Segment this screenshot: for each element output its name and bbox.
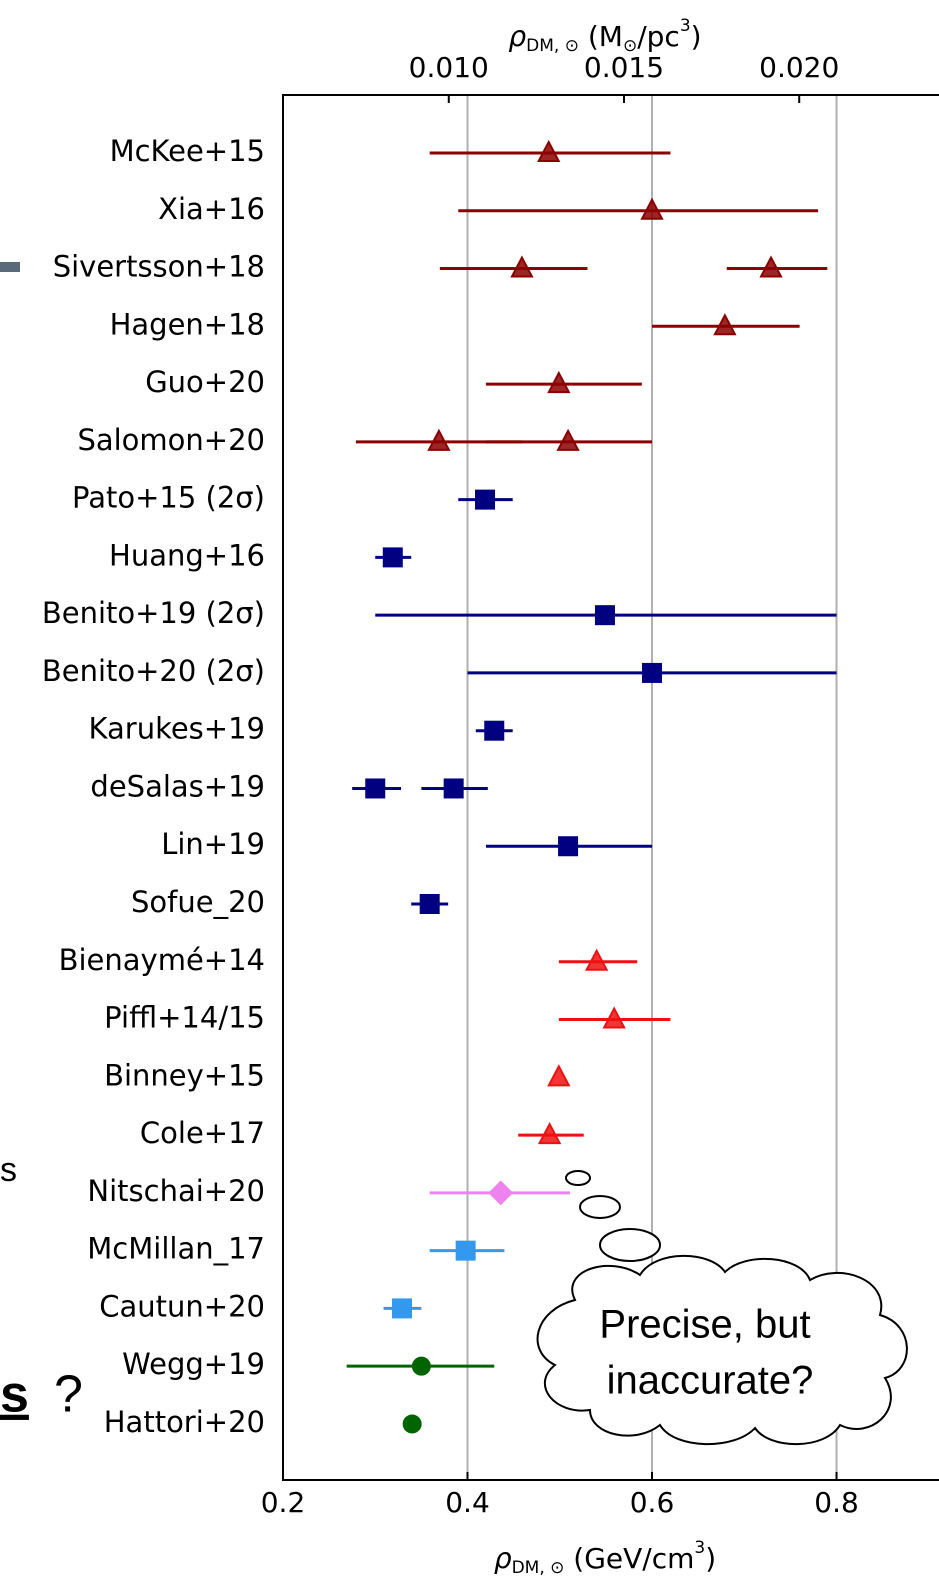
axis-label-part: 3 (694, 1538, 705, 1558)
marker (384, 548, 402, 566)
marker (413, 1358, 430, 1375)
axis-label-part: /pc (637, 20, 680, 53)
marker (445, 779, 463, 797)
marker (643, 664, 661, 682)
category-label: Guo+20 (145, 365, 265, 399)
category-label: Benito+20 (2σ) (42, 654, 265, 688)
x-tick-label: 0.2 (261, 1486, 306, 1519)
category-label: Karukes+19 (89, 712, 266, 746)
category-label: Hattori+20 (104, 1405, 265, 1439)
annotation: inaccurate? (607, 1359, 814, 1403)
category-label: Pato+15 (2σ) (72, 481, 265, 515)
category-label: Binney+15 (104, 1058, 265, 1092)
chart: s s ? 0.20.40.60.80.0100.0150.020ρDM, ⊙ … (0, 0, 939, 1588)
side-bar (0, 262, 20, 272)
category-label: Lin+19 (161, 827, 265, 861)
category-label: Hagen+18 (110, 307, 265, 341)
category-label: McMillan_17 (87, 1232, 265, 1266)
x2-tick-label: 0.010 (409, 51, 489, 84)
category-label: Wegg+19 (122, 1347, 265, 1381)
axis-label: ρDM, ⊙ (M⊙/pc3) (508, 16, 701, 56)
axis-label-part: (M (579, 20, 623, 53)
x-tick-label: 0.6 (630, 1486, 675, 1519)
category-label: Benito+19 (2σ) (42, 596, 265, 630)
marker (490, 1182, 512, 1204)
category-label: Nitschai+20 (87, 1174, 265, 1208)
axis-label-part: (GeV/cm (564, 1542, 694, 1575)
marker (457, 1242, 475, 1260)
axis-label-part: ) (691, 20, 702, 53)
category-label: Cautun+20 (99, 1289, 265, 1323)
side-text: ? (54, 1366, 83, 1424)
x-tick-label: 0.8 (814, 1486, 859, 1519)
annotation: Precise, but (599, 1303, 810, 1347)
axis-label: ρDM, ⊙ (GeV/cm3) (494, 1538, 716, 1578)
category-label: Piffl+14/15 (104, 1001, 265, 1035)
marker (485, 722, 503, 740)
axis-label-part: DM, ⊙ (526, 36, 579, 56)
category-label: Salomon+20 (77, 423, 265, 457)
axis-label-part: 3 (680, 16, 691, 36)
marker (404, 1415, 421, 1432)
axis-label-part: ρ (508, 20, 526, 53)
category-label: Xia+16 (158, 192, 265, 226)
marker (421, 895, 439, 913)
side-text: s (0, 1151, 17, 1189)
category-label: Sivertsson+18 (53, 250, 265, 284)
x-tick-label: 0.4 (445, 1486, 490, 1519)
side-text: s (0, 1366, 29, 1424)
axis-label-part: ρ (494, 1542, 512, 1575)
marker (596, 606, 614, 624)
axis-label-part: ⊙ (623, 36, 637, 56)
category-label: deSalas+19 (90, 769, 265, 803)
category-label: Bienaymé+14 (59, 943, 265, 977)
category-label: Huang+16 (109, 538, 265, 572)
category-label: Sofue_20 (131, 885, 265, 919)
marker (476, 491, 494, 509)
marker (559, 837, 577, 855)
marker (366, 779, 384, 797)
marker (549, 1066, 569, 1085)
x2-tick-label: 0.020 (759, 51, 839, 84)
marker (393, 1299, 411, 1317)
axis-label-part: ) (705, 1542, 716, 1575)
category-label: McKee+15 (110, 134, 265, 168)
category-label: Cole+17 (140, 1116, 265, 1150)
axis-label-part: DM, ⊙ (512, 1558, 565, 1578)
